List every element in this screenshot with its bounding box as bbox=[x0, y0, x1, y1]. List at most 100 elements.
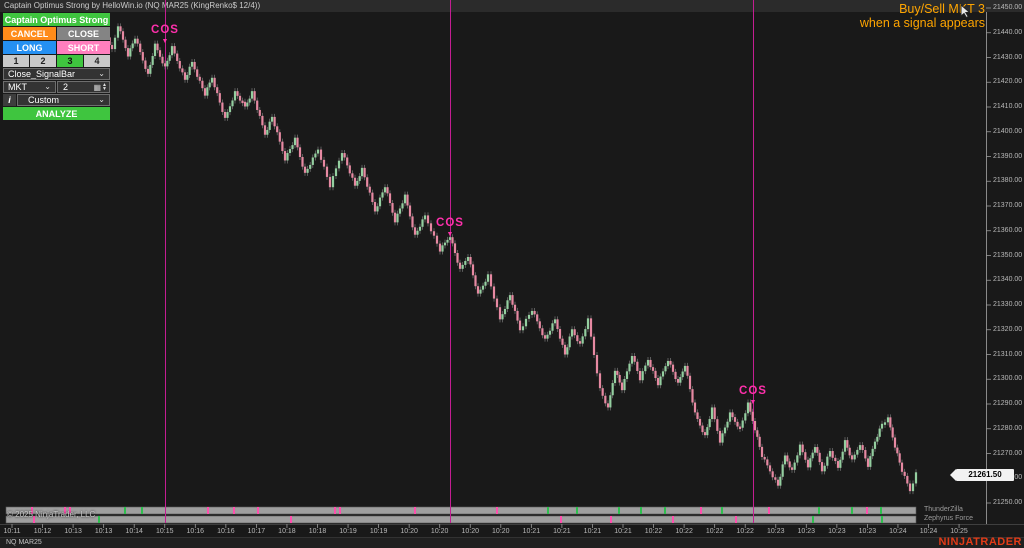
close-mode-value: Close_SignalBar bbox=[8, 69, 76, 79]
renko-bar-up bbox=[464, 260, 467, 265]
spin-down-icon[interactable]: ▼ bbox=[102, 86, 107, 92]
renko-bar-up bbox=[586, 318, 590, 330]
strip-signal-mark bbox=[290, 516, 292, 523]
renko-bar-down bbox=[760, 446, 764, 457]
renko-bar-down bbox=[758, 436, 761, 447]
renko-bar-down bbox=[766, 459, 769, 466]
renko-bar-down bbox=[889, 417, 892, 428]
time-axis-label: 10:22 bbox=[736, 528, 754, 535]
strip-signal-mark bbox=[257, 507, 259, 514]
renko-bar-down bbox=[163, 63, 167, 67]
renko-bar-up bbox=[741, 420, 744, 428]
renko-bar-up bbox=[566, 347, 569, 355]
template-dropdown[interactable]: Custom ⌄ bbox=[17, 94, 110, 106]
renko-bar-down bbox=[516, 310, 519, 321]
renko-bar-down bbox=[636, 361, 639, 371]
qty-preset-button-2[interactable]: 2 bbox=[30, 55, 56, 67]
renko-bar-up bbox=[461, 264, 464, 269]
cancel-button[interactable]: CANCEL bbox=[3, 27, 56, 40]
renko-bar-up bbox=[151, 56, 154, 65]
close-button[interactable]: CLOSE bbox=[57, 27, 110, 40]
renko-bar-up bbox=[286, 153, 289, 161]
renko-bar-down bbox=[178, 60, 181, 69]
renko-bar-up bbox=[661, 371, 665, 377]
renko-bar-down bbox=[790, 467, 794, 470]
qty-preset-button-1[interactable]: 1 bbox=[3, 55, 29, 67]
renko-bar-up bbox=[314, 153, 317, 158]
renko-bar-up bbox=[401, 203, 404, 209]
renko-bar-down bbox=[158, 50, 162, 57]
renko-bar-up bbox=[396, 213, 399, 223]
renko-bar-up bbox=[378, 197, 382, 207]
spin-up-icon[interactable]: ▲ bbox=[102, 82, 107, 88]
analyze-button[interactable]: ANALYZE bbox=[3, 107, 110, 120]
renko-bar-up bbox=[781, 464, 784, 477]
short-button[interactable]: SHORT bbox=[57, 41, 110, 54]
time-axis-label: 10:22 bbox=[675, 528, 693, 535]
renko-bar-down bbox=[620, 382, 624, 391]
renko-bar-up bbox=[166, 60, 169, 67]
renko-bar-up bbox=[644, 365, 647, 372]
time-axis-label: 10:17 bbox=[247, 528, 266, 535]
renko-bar-up bbox=[883, 422, 887, 425]
renko-bar-up bbox=[376, 206, 379, 212]
strip-signal-mark bbox=[33, 516, 35, 523]
instrument-label: NQ MAR25 bbox=[6, 539, 42, 546]
time-axis-label: 10:21 bbox=[522, 528, 541, 535]
renko-bar-up bbox=[421, 219, 424, 227]
calculator-icon[interactable]: ▦ bbox=[93, 82, 102, 92]
renko-bar-down bbox=[432, 231, 436, 236]
strip-signal-mark bbox=[721, 507, 723, 514]
renko-bar-down bbox=[578, 341, 582, 344]
renko-bar-down bbox=[618, 374, 621, 383]
renko-bar-up bbox=[796, 455, 799, 463]
renko-bar-down bbox=[411, 216, 414, 228]
renko-bar-down bbox=[110, 44, 114, 50]
renko-bar-down bbox=[386, 187, 389, 194]
renko-bar-up bbox=[779, 476, 782, 486]
qty-preset-button-3[interactable]: 3 bbox=[57, 55, 83, 67]
renko-bar-down bbox=[731, 412, 734, 418]
renko-bar-down bbox=[474, 275, 477, 287]
order-type-dropdown[interactable]: MKT ⌄ bbox=[3, 81, 56, 93]
long-button[interactable]: LONG bbox=[3, 41, 56, 54]
renko-bar-up bbox=[876, 436, 879, 442]
renko-bar-down bbox=[348, 165, 351, 174]
renko-bar-up bbox=[153, 43, 157, 57]
cos-arrow-icon: ▼ bbox=[749, 399, 757, 406]
renko-bar-up bbox=[823, 465, 826, 472]
renko-bar-down bbox=[193, 61, 196, 70]
renko-bar-up bbox=[270, 116, 274, 122]
renko-bar-down bbox=[698, 418, 702, 426]
renko-bar-down bbox=[749, 402, 752, 412]
close-mode-dropdown[interactable]: Close_SignalBar ⌄ bbox=[3, 68, 110, 80]
quantity-value: 2 bbox=[63, 82, 69, 92]
renko-bar-down bbox=[141, 52, 144, 61]
time-axis-label: 10:16 bbox=[186, 528, 205, 535]
renko-bar-up bbox=[568, 336, 571, 348]
renko-bar-down bbox=[258, 109, 261, 116]
strip-signal-mark bbox=[496, 507, 498, 514]
renko-bar-up bbox=[630, 356, 634, 364]
qty-preset-button-4[interactable]: 4 bbox=[84, 55, 110, 67]
quantity-stepper[interactable]: 2 ▦ ▲ ▼ bbox=[57, 81, 110, 93]
renko-bar-down bbox=[238, 95, 242, 101]
renko-bar-up bbox=[423, 215, 427, 220]
renko-bar-down bbox=[236, 91, 239, 96]
info-icon[interactable]: i bbox=[3, 94, 16, 106]
indicator-strip-1 bbox=[5, 506, 917, 515]
renko-bar-down bbox=[243, 101, 247, 107]
price-axis-label: 21310.00 bbox=[993, 350, 1023, 358]
renko-bar-up bbox=[793, 462, 796, 470]
renko-bar-up bbox=[383, 187, 387, 193]
renko-bar-down bbox=[161, 56, 164, 64]
time-axis-label: 10:23 bbox=[858, 528, 877, 535]
renko-bar-down bbox=[451, 237, 454, 244]
strip-signal-mark bbox=[141, 507, 143, 514]
spinner-arrows[interactable]: ▲ ▼ bbox=[102, 82, 107, 92]
renko-bar-down bbox=[716, 419, 719, 431]
renko-bar-up bbox=[441, 245, 444, 252]
renko-bar-up bbox=[828, 451, 832, 457]
